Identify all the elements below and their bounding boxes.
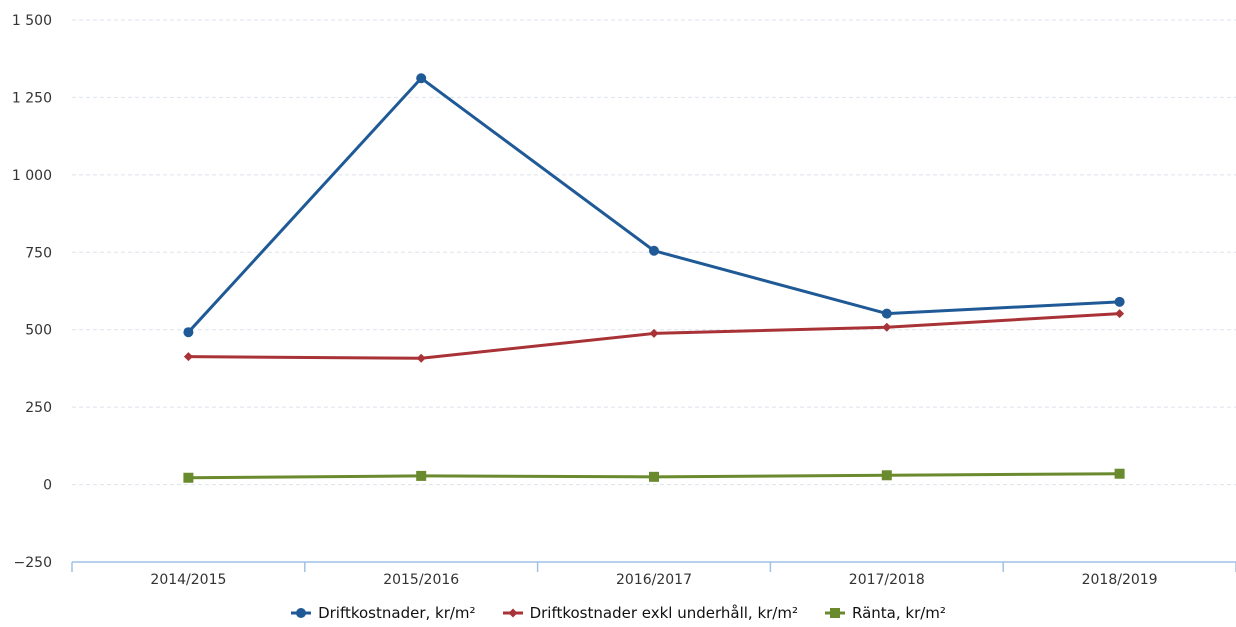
- series-2: [183, 309, 1125, 363]
- x-tick-label: 2017/2018: [849, 572, 925, 588]
- data-point: [649, 328, 659, 338]
- y-tick-label: 250: [25, 400, 52, 416]
- x-tick-label: 2014/2015: [150, 572, 226, 588]
- legend-label: Ränta, kr/m²: [852, 604, 946, 622]
- data-point: [882, 322, 892, 332]
- legend-item: Driftkostnader exkl underhåll, kr/m²: [502, 604, 798, 622]
- data-point: [649, 245, 659, 256]
- series-3: [183, 468, 1125, 483]
- y-tick-label: 1 500: [12, 13, 52, 29]
- x-tick-label: 2018/2019: [1082, 572, 1158, 588]
- legend-item: Driftkostnader, kr/m²: [290, 604, 476, 622]
- legend-marker: [830, 608, 840, 618]
- data-point: [183, 352, 193, 362]
- legend-marker: [296, 608, 307, 618]
- data-point: [416, 353, 426, 363]
- series-1: [183, 73, 1125, 338]
- legend: Driftkostnader, kr/m² Driftkostnader exkl…: [0, 602, 1236, 624]
- data-point: [183, 472, 194, 483]
- data-point: [416, 73, 427, 84]
- legend-swatch: [825, 608, 845, 618]
- x-tick-label: 2016/2017: [616, 572, 692, 588]
- data-point: [1114, 468, 1125, 479]
- y-tick-label: 500: [25, 323, 52, 339]
- data-point: [649, 471, 659, 482]
- x-axis: 2014/2015 2015/2016 2016/2017 2017/2018 2018…: [71, 561, 1236, 588]
- y-axis: −250 0 250 500 750 1 000 1 250 1 500: [12, 13, 52, 571]
- legend-swatch: [291, 608, 312, 618]
- data-point: [1114, 296, 1125, 307]
- y-tick-label: 1 000: [12, 168, 52, 184]
- legend-item: Ränta, kr/m²: [824, 604, 946, 622]
- y-tick-label: 0: [43, 478, 52, 494]
- legend-label: Driftkostnader, kr/m²: [318, 604, 476, 622]
- data-point: [1115, 309, 1125, 319]
- series-line: [187, 76, 1120, 334]
- legend-swatch: [502, 608, 523, 618]
- y-tick-label: 1 250: [12, 90, 52, 106]
- y-tick-label: 750: [25, 245, 52, 261]
- data-point: [183, 327, 194, 338]
- x-tick-label: 2015/2016: [383, 572, 459, 588]
- legend-label: Driftkostnader exkl underhåll, kr/m²: [529, 604, 798, 622]
- data-point: [881, 308, 892, 319]
- data-point: [416, 470, 427, 481]
- series-group: [183, 73, 1125, 483]
- data-point: [881, 470, 892, 481]
- legend-marker: [508, 608, 518, 618]
- y-tick-label: −250: [14, 555, 52, 571]
